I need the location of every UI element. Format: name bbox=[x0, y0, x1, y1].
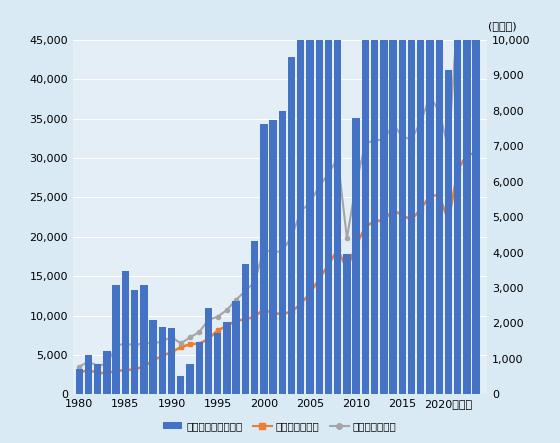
Bar bbox=[473, 0, 480, 394]
Bar bbox=[150, 320, 157, 394]
Bar bbox=[352, 118, 360, 394]
Bar bbox=[288, 57, 295, 394]
Bar bbox=[389, 8, 396, 394]
Bar bbox=[76, 369, 83, 394]
Bar bbox=[334, 0, 342, 394]
Bar bbox=[417, 0, 424, 394]
Bar bbox=[186, 364, 194, 394]
Bar bbox=[214, 333, 221, 394]
Bar bbox=[168, 328, 175, 394]
Bar bbox=[232, 301, 240, 394]
Bar bbox=[260, 124, 268, 394]
Legend: 貳易赤字額（右軸）, 輸出額（左軸）, 輸入額（左軸）: 貳易赤字額（右軸）, 輸出額（左軸）, 輸入額（左軸） bbox=[159, 417, 401, 435]
Bar bbox=[408, 34, 415, 394]
Bar bbox=[269, 120, 277, 394]
Bar bbox=[279, 111, 286, 394]
Bar bbox=[362, 19, 369, 394]
Bar bbox=[223, 322, 231, 394]
Bar bbox=[325, 0, 332, 394]
Bar bbox=[399, 39, 406, 394]
Bar bbox=[122, 271, 129, 394]
Bar bbox=[195, 342, 203, 394]
Bar bbox=[251, 241, 258, 394]
Bar bbox=[85, 355, 92, 394]
Bar bbox=[131, 290, 138, 394]
Bar bbox=[371, 30, 379, 394]
Bar bbox=[94, 364, 101, 394]
Bar bbox=[463, 0, 470, 394]
Bar bbox=[445, 70, 452, 394]
Bar bbox=[113, 284, 120, 394]
Bar bbox=[205, 308, 212, 394]
Bar bbox=[242, 264, 249, 394]
Bar bbox=[315, 0, 323, 394]
Bar bbox=[177, 377, 184, 394]
Bar bbox=[140, 285, 147, 394]
Bar bbox=[343, 254, 351, 394]
Bar bbox=[306, 0, 314, 394]
Bar bbox=[158, 327, 166, 394]
Bar bbox=[380, 32, 388, 394]
Bar bbox=[436, 16, 443, 394]
Bar bbox=[454, 0, 461, 394]
Text: (億ドル): (億ドル) bbox=[488, 21, 516, 31]
Bar bbox=[297, 0, 305, 394]
Bar bbox=[426, 0, 433, 394]
Bar bbox=[103, 351, 111, 394]
